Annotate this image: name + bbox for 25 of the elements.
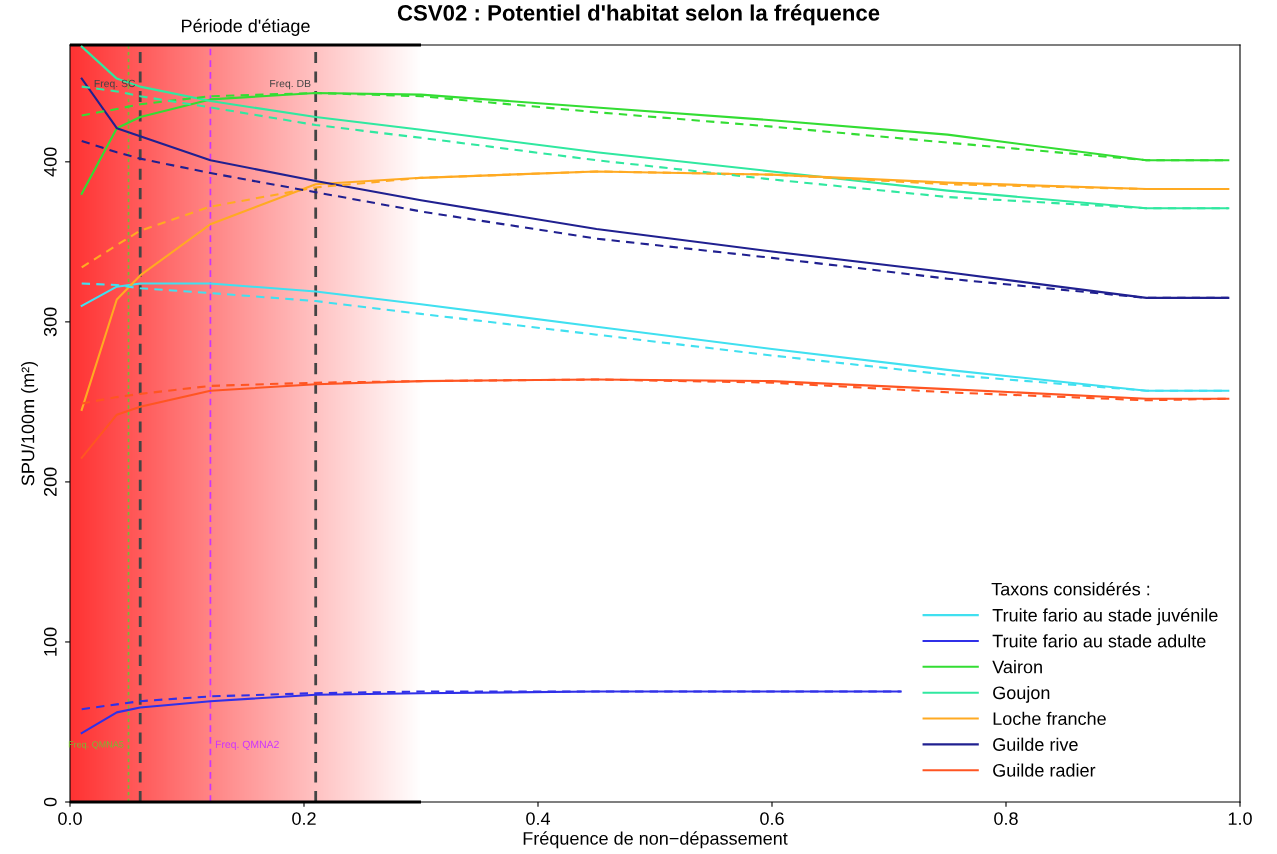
x-tick-label: 1.0 (1228, 812, 1252, 825)
legend-label: Vairon (992, 660, 1042, 674)
legend-label: Truite fario au stade juvénile (992, 608, 1218, 626)
x-axis-title: Fréquence de non−dépassement (523, 831, 788, 849)
ref-line-label: Freq. QMNA2 (215, 740, 279, 751)
y-tick-label: 200 (43, 467, 57, 497)
ref-line-label: Freq. DB (270, 79, 311, 90)
legend-title: Taxons considérés : (991, 582, 1150, 596)
legend-label: Loche franche (993, 711, 1106, 726)
y-tick-label: 100 (43, 627, 57, 656)
chart-title: CSV02 : Potentiel d'habitat selon la fréquence (397, 4, 880, 26)
y-tick-label: 0 (43, 797, 57, 807)
legend-label: Goujon (993, 685, 1050, 703)
y-axis-title: SPU/100m (m²) (21, 361, 38, 486)
x-tick-label: 0.6 (760, 812, 784, 825)
y-tick-label: 400 (43, 147, 57, 177)
x-tick-label: 0.0 (58, 812, 82, 825)
x-tick-label: 0.2 (292, 812, 316, 825)
legend-label: Truite fario au stade adulte (992, 634, 1206, 648)
x-tick-label: 0.4 (526, 812, 551, 825)
legend-label: Guilde radier (993, 763, 1096, 777)
legend-label: Guilde rive (993, 737, 1078, 751)
x-tick-label: 0.8 (994, 812, 1018, 825)
y-tick-label: 300 (43, 307, 57, 337)
band-label: Période d'étiage (182, 18, 310, 36)
